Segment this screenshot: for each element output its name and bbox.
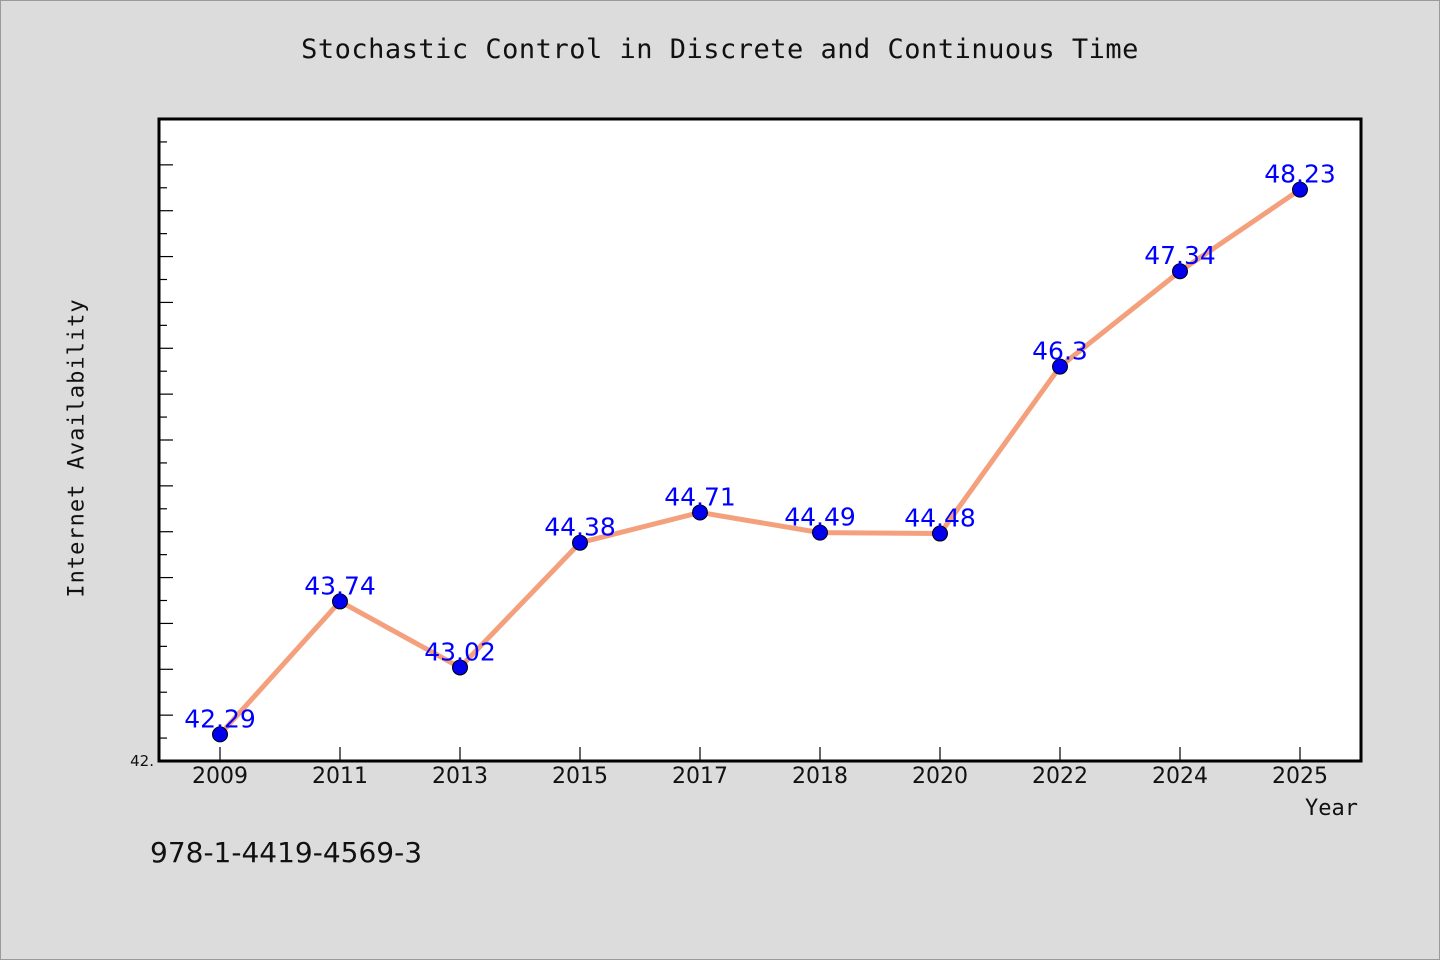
x-tick-label: 2018 [792,764,848,789]
plot-area [157,117,1363,763]
data-label: 48.23 [1264,160,1336,189]
data-label: 44.48 [904,504,976,533]
data-label: 43.74 [304,571,376,600]
data-point [452,659,468,676]
data-labels: 42.29 43.74 43.02 44.38 44.71 44.49 44.48 46.3 4… [184,160,1336,734]
x-tick-label: 2013 [432,764,488,789]
x-axis-label: Year [1305,796,1358,821]
x-tick-label: 2017 [672,764,728,789]
isbn-text: 978-1-4419-4569-3 [150,836,423,869]
x-tick-label: 2025 [1272,764,1328,789]
data-point [1052,358,1068,375]
chart-title: Stochastic Control in Discrete and Conti… [301,34,1139,65]
data-point [932,525,948,542]
data-point [572,534,588,551]
x-tick-label: 2024 [1152,764,1208,789]
data-label: 47.34 [1144,241,1216,270]
x-tick-label: 2022 [1032,764,1088,789]
y-axis-ticks [159,118,173,762]
data-label: 44.71 [664,482,736,511]
data-label: 46.3 [1032,337,1088,366]
data-markers [212,181,1308,743]
x-tick-label: 2020 [912,764,968,789]
y-tick-label: 42. [130,752,154,770]
x-tick-label: 2009 [192,764,248,789]
data-point [812,524,828,541]
data-label: 44.49 [784,503,856,532]
data-label: 43.02 [424,637,496,666]
data-point [332,593,348,610]
data-label: 42.29 [184,704,256,733]
x-axis-ticks: 2009 2011 2013 2015 2017 2018 2020 2022 2024 2025 [192,747,1328,789]
data-point [212,726,228,743]
data-label: 44.38 [544,513,616,542]
data-point [1292,181,1308,198]
x-tick-label: 2011 [312,764,368,789]
x-tick-label: 2015 [552,764,608,789]
data-point [1172,263,1188,280]
series-line [217,187,1303,737]
y-axis-label: Internet Availability [64,298,90,598]
data-point [692,504,708,521]
